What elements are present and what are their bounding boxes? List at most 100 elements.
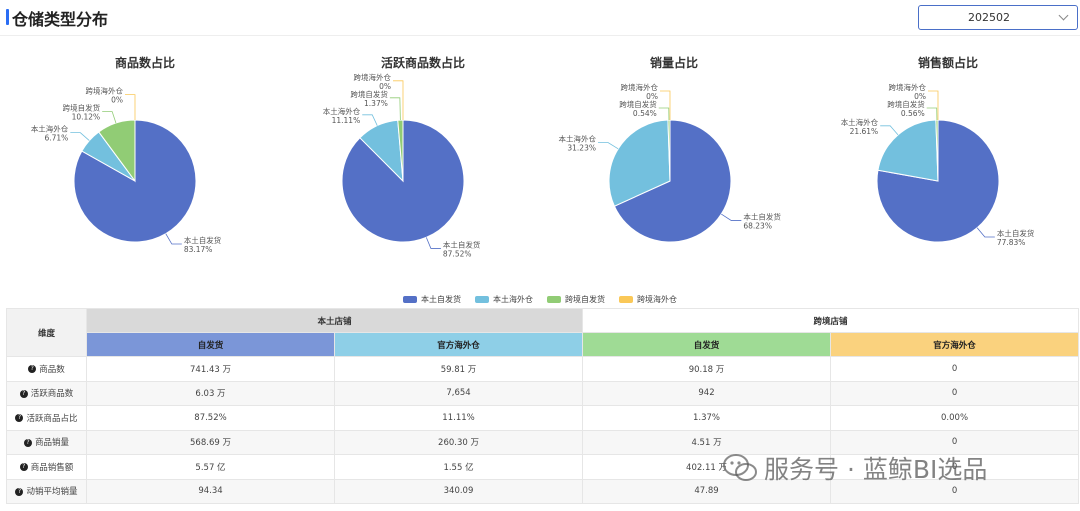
chart-title-product-count: 商品数占比 <box>114 56 175 70</box>
header-local-overseas: 官方海外仓 <box>333 332 584 357</box>
pie-slice-local-self[interactable] <box>73 119 197 243</box>
slice-label-value: 0.54% <box>633 109 657 118</box>
table-row: ? 商品销量 568.69 万 260.30 万 4.51 万 0 <box>6 429 1080 455</box>
metric-cell: ? 活跃商品数 <box>6 380 87 406</box>
label-leader-line <box>976 227 995 238</box>
watermark: 服务号 · 蓝鲸BI选品 <box>722 448 1062 488</box>
table-cell: 87.52% <box>86 405 335 431</box>
legend-swatch <box>403 295 417 303</box>
slice-label-name: 本土海外仓 <box>323 106 361 116</box>
legend-item-cross-self[interactable]: 跨境自发货 <box>547 293 605 305</box>
pie-slice-cross-self[interactable] <box>98 119 136 183</box>
label-leader-line <box>165 233 182 245</box>
metric-cell: ? 商品数 <box>6 356 87 382</box>
slice-label-name: 本土自发货 <box>443 239 481 249</box>
slice-label-value: 77.83% <box>997 238 1026 247</box>
legend-item-local-self[interactable]: 本土自发货 <box>403 293 461 305</box>
slice-label-value: 1.37% <box>364 99 388 108</box>
header-cross-overseas: 官方海外仓 <box>830 332 1080 357</box>
period-select[interactable]: 202502 <box>918 5 1078 30</box>
pie-charts: 本土自发货83.17%本土海外仓6.71%跨境自发货10.12%跨境海外仓0%本… <box>31 72 1035 259</box>
table-cell: 7,654 <box>333 380 584 406</box>
help-icon[interactable]: ? <box>23 438 32 447</box>
label-leader-line <box>425 237 441 249</box>
label-leader-line <box>70 132 90 141</box>
pie-slice-cross-self[interactable] <box>397 119 404 182</box>
slice-label-name: 跨境自发货 <box>63 103 101 113</box>
slice-label-name: 跨境海外仓 <box>620 82 658 92</box>
label-leader-line <box>124 94 136 121</box>
slice-label-value: 68.23% <box>743 222 772 231</box>
help-icon[interactable]: ? <box>15 487 24 496</box>
label-leader-line <box>926 107 938 121</box>
slice-label-name: 跨境海外仓 <box>85 86 123 96</box>
chart-title-sales-volume: 销量占比 <box>649 56 698 70</box>
slice-label-name: 本土海外仓 <box>558 133 596 143</box>
slice-label-value: 6.71% <box>44 134 68 143</box>
watermark-text: 服务号 · 蓝鲸BI选品 <box>764 455 988 484</box>
slice-label-name: 本土自发货 <box>184 235 222 245</box>
help-icon[interactable]: ? <box>15 414 24 423</box>
legend-item-cross-overseas[interactable]: 跨境海外仓 <box>619 293 677 305</box>
pie-slice-local-overseas[interactable] <box>608 119 671 207</box>
table-cell: 260.30 万 <box>333 429 584 455</box>
slice-label-name: 跨境自发货 <box>350 89 388 99</box>
header-local-store: 本土店铺 <box>85 308 584 333</box>
help-icon[interactable]: ? <box>19 389 28 398</box>
metric-cell: ? 动销平均销量 <box>6 478 87 504</box>
label-leader-line <box>721 213 742 221</box>
slice-label-name: 跨境海外仓 <box>888 82 926 92</box>
help-icon[interactable]: ? <box>28 365 37 374</box>
page-header: 仓储类型分布 202502 <box>0 0 1080 36</box>
slice-label-name: 跨境自发货 <box>619 99 657 109</box>
pie-slice-cross-self[interactable] <box>935 119 939 182</box>
table-cell: 402.11 万 <box>582 454 832 480</box>
warehouse-table: 维度 本土店铺 跨境店铺 自发货 官方海外仓 自发货 官方海外仓 ? 商品数 74… <box>6 308 1080 504</box>
chart-legend: 本土自发货 本土海外仓 跨境自发货 跨境海外仓 <box>0 293 1080 305</box>
slice-label-name: 本土自发货 <box>743 212 781 222</box>
table-cell: 0 <box>830 380 1080 406</box>
label-leader-line <box>597 142 619 150</box>
table-cell: 4.51 万 <box>582 429 832 455</box>
table-row: ? 活跃商品占比 87.52% 11.11% 1.37% 0.00% <box>6 405 1080 431</box>
page-title: 仓储类型分布 <box>12 10 109 29</box>
help-icon[interactable]: ? <box>19 463 28 472</box>
slice-label-name: 跨境海外仓 <box>353 72 391 82</box>
slice-label-value: 0% <box>646 92 658 101</box>
legend-item-local-overseas[interactable]: 本土海外仓 <box>475 293 533 305</box>
label-leader-line <box>389 97 401 121</box>
slice-label-value: 11.11% <box>332 116 361 125</box>
table-cell: 90.18 万 <box>582 356 832 382</box>
table-cell: 11.11% <box>333 405 584 431</box>
slice-label-value: 31.23% <box>567 143 596 152</box>
label-leader-line <box>927 90 939 121</box>
metric-cell: ? 商品销量 <box>6 429 87 455</box>
table-cell: 340.09 <box>333 478 584 504</box>
table-cell: 0 <box>830 429 1080 455</box>
legend-swatch <box>475 295 489 303</box>
table-cell: 568.69 万 <box>86 429 335 455</box>
header-cross-self: 自发货 <box>582 332 832 357</box>
table-row: ? 动销平均销量 94.34 340.09 47.89 0 <box>6 478 1080 504</box>
slice-label-value: 83.17% <box>184 245 213 254</box>
table-cell: 741.43 万 <box>86 356 335 382</box>
table-cell: 6.03 万 <box>86 380 335 406</box>
metric-cell: ? 商品销售额 <box>6 454 87 480</box>
slice-label-value: 10.12% <box>72 113 101 122</box>
table-cell: 0 <box>830 356 1080 382</box>
header-dimension: 维度 <box>6 308 87 357</box>
table-cell: 5.57 亿 <box>86 454 335 480</box>
pie-slice-local-overseas[interactable] <box>877 119 939 182</box>
label-leader-line <box>658 107 670 121</box>
legend-swatch <box>619 295 633 303</box>
label-leader-line <box>659 90 671 121</box>
title-accent-bar <box>6 9 9 25</box>
table-cell: 1.37% <box>582 405 832 431</box>
metric-cell: ? 活跃商品占比 <box>6 405 87 431</box>
slice-label-name: 本土自发货 <box>997 228 1035 238</box>
table-cell: 94.34 <box>86 478 335 504</box>
pie-slice-local-self[interactable] <box>613 119 732 243</box>
